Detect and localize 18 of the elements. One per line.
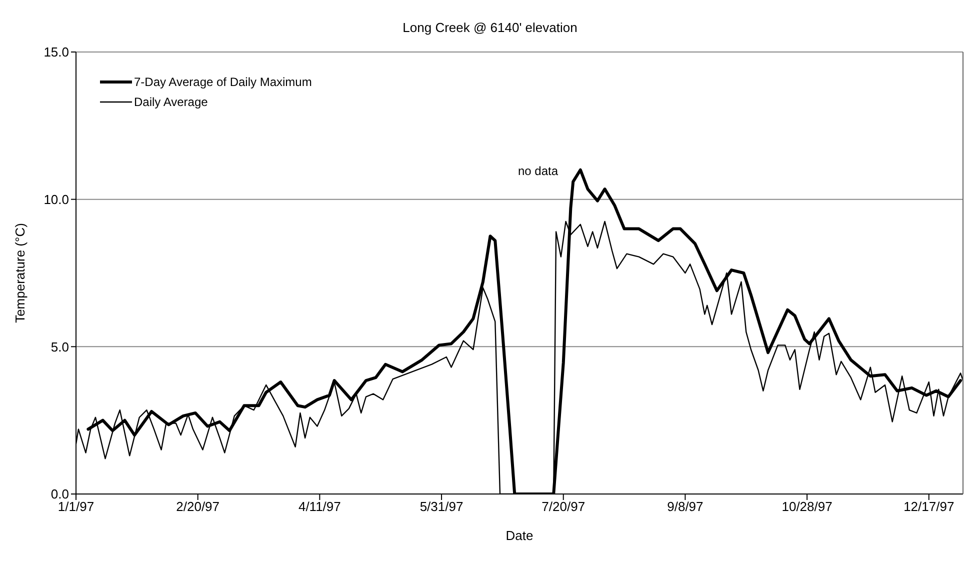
legend-label: 7-Day Average of Daily Maximum [134,75,312,89]
x-tick-label: 5/31/97 [420,499,464,514]
x-axis-title: Date [506,528,534,543]
y-tick-label: 0.0 [50,486,69,502]
legend-label: Daily Average [134,95,208,109]
x-tick-label: 4/11/97 [298,499,341,514]
x-tick-label: 7/20/97 [542,499,586,514]
x-tick-label: 1/1/97 [58,499,94,514]
annotation: no data [518,164,558,178]
x-tick-label: 12/17/97 [904,499,954,514]
x-tick-label: 2/20/97 [176,499,220,514]
y-tick-label: 5.0 [50,339,69,354]
x-tick-label: 10/28/97 [782,499,832,514]
y-axis-title: Temperature (°C) [12,223,28,323]
chart-title: Long Creek @ 6140' elevation [402,20,578,35]
x-tick-label: 9/8/97 [667,499,704,514]
y-tick-label: 15.0 [44,44,69,60]
y-tick-label: 10.0 [44,192,69,207]
